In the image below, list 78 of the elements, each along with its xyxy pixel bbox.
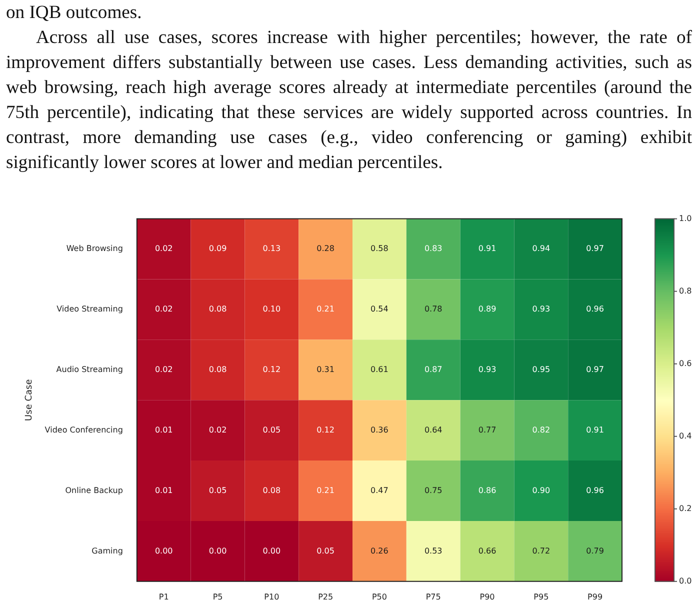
x-tick-label: P95 (534, 592, 549, 602)
x-tick-label: P99 (588, 592, 603, 602)
data-label: 0.08 (262, 486, 281, 495)
data-label: 0.75 (424, 486, 442, 495)
color-bar-label: 1.0 (679, 214, 692, 223)
y-tick-label: Video Streaming (56, 304, 123, 314)
data-label: 0.01 (154, 425, 173, 434)
data-label: 0.02 (208, 425, 227, 434)
data-label: 0.90 (532, 486, 550, 495)
data-label: 0.08 (208, 304, 227, 314)
data-label: 0.87 (424, 364, 442, 374)
data-label: 0.96 (586, 486, 604, 495)
data-label: 0.54 (370, 304, 388, 314)
data-label: 0.31 (316, 364, 334, 374)
data-label: 0.00 (262, 546, 281, 556)
data-label: 0.36 (370, 425, 388, 434)
y-tick-label: Audio Streaming (56, 364, 123, 374)
data-label: 0.97 (586, 244, 604, 254)
data-label: 0.91 (586, 425, 604, 434)
data-label: 0.96 (586, 304, 604, 314)
data-label: 0.64 (424, 425, 442, 434)
data-label: 0.05 (316, 546, 334, 556)
data-label: 0.10 (262, 304, 281, 314)
y-tick-label: Gaming (92, 546, 123, 556)
data-label: 0.21 (316, 486, 334, 495)
y-axis-title: Use Case (24, 378, 35, 421)
data-label: 0.21 (316, 304, 334, 314)
data-label: 0.77 (478, 425, 496, 434)
data-label: 0.79 (586, 546, 604, 556)
data-label: 0.94 (532, 244, 550, 254)
x-tick-label: P1 (158, 592, 169, 602)
data-label: 0.86 (478, 486, 496, 495)
x-tick-label: P75 (426, 592, 441, 602)
data-label: 0.00 (154, 546, 173, 556)
data-label: 0.78 (424, 304, 442, 314)
x-tick-label: P25 (318, 592, 334, 602)
y-tick-label: Online Backup (65, 486, 123, 495)
data-label: 0.93 (532, 304, 550, 314)
color-bar-label: 0.4 (679, 431, 692, 440)
data-label: 0.05 (262, 425, 281, 434)
data-label: 0.13 (262, 244, 281, 254)
data-label: 0.89 (478, 304, 496, 314)
data-label: 0.02 (154, 244, 173, 254)
data-label: 0.58 (370, 244, 388, 254)
x-tick-label: P50 (372, 592, 387, 602)
data-label: 0.82 (532, 425, 550, 434)
data-label: 0.12 (316, 425, 334, 434)
data-label: 0.66 (478, 546, 496, 556)
data-label: 0.02 (154, 364, 173, 374)
color-bar-label: 0.2 (679, 504, 692, 513)
text: on IQB outcomes. (6, 1, 143, 25)
y-tick-label: Web Browsing (66, 244, 123, 254)
color-bar-label: 0.8 (679, 286, 692, 296)
data-label: 0.72 (532, 546, 550, 556)
data-label: 0.61 (370, 364, 388, 374)
data-label: 0.93 (478, 364, 496, 374)
y-tick-label: Video Conferencing (44, 425, 123, 434)
x-tick-label: P90 (480, 592, 495, 602)
data-label: 0.47 (370, 486, 388, 495)
x-tick-label: P10 (264, 592, 280, 602)
data-label: 0.97 (586, 364, 604, 374)
color-bar-label: 0.6 (679, 358, 692, 368)
data-label: 0.08 (208, 364, 227, 374)
data-label: 0.95 (532, 364, 550, 374)
data-label: 0.12 (262, 364, 281, 374)
data-label: 0.00 (208, 546, 227, 556)
data-label: 0.91 (478, 244, 496, 254)
data-label: 0.53 (424, 546, 442, 556)
x-tick-label: P5 (212, 592, 223, 602)
color-bar-label: 0.0 (679, 576, 692, 586)
data-label: 0.28 (316, 244, 334, 254)
data-label: 0.05 (208, 486, 227, 495)
data-label: 0.09 (208, 244, 227, 254)
data-label: 0.02 (154, 304, 173, 314)
data-label: 0.01 (154, 486, 173, 495)
text: Across all use cases, scores increase with higher percentiles; however, the rate of improvement differs substantially between use cases. Less demanding activities, such as web browsing, reach high average scores already at intermediate percentiles (around the 75th percentile), indicating that these services are widely supported across countries. In contrast, more demanding use cases (e.g., video conferencing or gaming) exhibit significantly lower scores at lower and median percentiles. (6, 26, 692, 175)
data-label: 0.26 (370, 546, 388, 556)
data-label: 0.83 (424, 244, 442, 254)
